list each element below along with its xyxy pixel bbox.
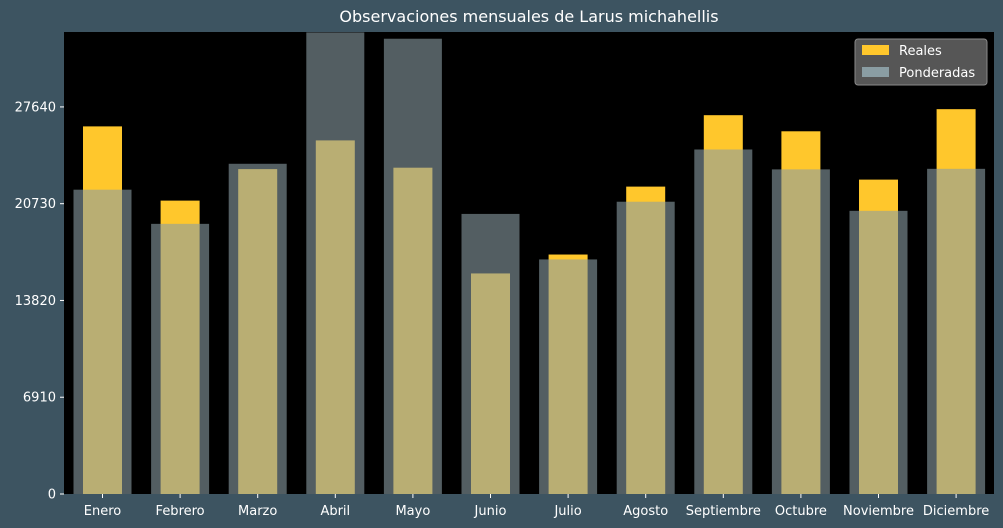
bar-ponderadas-junio (461, 213, 520, 494)
x-tick-label-octubre: Octubre (775, 504, 827, 519)
bar-ponderadas-mayo (383, 38, 442, 494)
bar-ponderadas-diciembre (927, 168, 986, 494)
x-tick-label-junio: Junio (474, 504, 507, 519)
y-tick-label: 0 (48, 488, 56, 503)
legend-label-reales: Reales (899, 44, 942, 59)
x-tick-label-mayo: Mayo (395, 504, 430, 519)
bar-ponderadas-abril (306, 32, 365, 494)
chart-title: Observaciones mensuales de Larus michahe… (339, 7, 719, 26)
legend-swatch-ponderadas (862, 67, 889, 77)
x-tick-label-marzo: Marzo (238, 504, 277, 519)
bar-ponderadas-agosto (616, 201, 675, 494)
bar-ponderadas-julio (539, 259, 598, 494)
y-axis: 0 6910 13820 20730 27640 (15, 100, 64, 503)
bar-ponderadas-febrero (151, 223, 210, 494)
plot-area (64, 32, 994, 494)
y-tick-label: 13820 (15, 294, 56, 309)
legend: Reales Ponderadas (854, 38, 988, 86)
bar-ponderadas-enero (73, 189, 132, 494)
legend-label-ponderadas: Ponderadas (899, 66, 975, 81)
legend-swatch-reales (862, 45, 889, 55)
y-tick-label: 20730 (15, 197, 56, 212)
x-tick-label-noviembre: Noviembre (843, 504, 914, 519)
bar-ponderadas-noviembre (849, 210, 908, 494)
x-tick-label-abril: Abril (320, 504, 350, 519)
bar-ponderadas-septiembre (694, 149, 753, 494)
x-tick-label-diciembre: Diciembre (923, 504, 989, 519)
x-tick-label-febrero: Febrero (156, 504, 205, 519)
y-tick-label: 6910 (23, 391, 56, 406)
bar-ponderadas-marzo (228, 163, 287, 494)
series-ponderadas (73, 32, 986, 494)
x-axis: Enero Febrero Marzo Abril Mayo Junio Julio Agos… (84, 494, 989, 519)
y-tick-label: 27640 (15, 100, 56, 115)
x-tick-label-septiembre: Septiembre (686, 504, 761, 519)
x-tick-label-agosto: Agosto (623, 504, 668, 519)
x-tick-label-enero: Enero (84, 504, 122, 519)
x-tick-label-julio: Julio (553, 504, 581, 519)
bar-ponderadas-octubre (771, 169, 830, 494)
